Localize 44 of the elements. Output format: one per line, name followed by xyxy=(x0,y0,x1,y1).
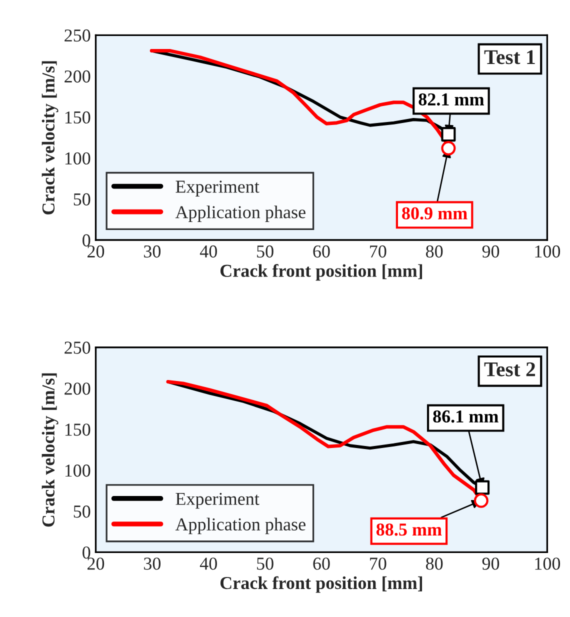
x-tick-label: 60 xyxy=(313,245,330,258)
annotation: Test 2 xyxy=(484,362,536,376)
annotation: 86.1 mm xyxy=(433,410,498,423)
y-tick-label: 100 xyxy=(65,152,90,165)
y-tick-label: 50 xyxy=(74,193,90,206)
x-tick-label: 80 xyxy=(426,558,443,570)
x-tick-label: 60 xyxy=(313,558,330,570)
y-tick-label: 250 xyxy=(64,29,90,42)
x-tick-label: 90 xyxy=(482,245,500,258)
x-tick-label: 20 xyxy=(88,558,104,570)
y-tick-label: 0 xyxy=(82,234,90,246)
x-tick-label: 80 xyxy=(426,245,443,258)
x-tick-label: 50 xyxy=(257,245,274,258)
y-tick-label: 200 xyxy=(64,382,90,395)
x-axis-title: Crack front position [mm] xyxy=(220,264,422,281)
annotation: Test 1 xyxy=(484,50,535,64)
annotation: 82.1 mm xyxy=(418,93,484,106)
y-tick-label: 0 xyxy=(82,546,90,559)
x-tick-label: 100 xyxy=(535,558,560,570)
annotation: 80.9 mm xyxy=(402,207,468,220)
legend-label: Application phase xyxy=(175,518,306,534)
y-axis-title: Crack velocity [m/s] xyxy=(42,61,58,214)
y-tick-label: 250 xyxy=(64,342,90,354)
x-tick-label: 30 xyxy=(144,558,161,570)
y-axis-title: Crack velocity [m/s] xyxy=(42,373,58,527)
x-tick-label: 100 xyxy=(535,245,560,258)
x-tick-label: 70 xyxy=(370,558,386,570)
x-tick-label: 40 xyxy=(200,558,217,570)
legend-label: Application phase xyxy=(175,206,306,222)
annotation: 88.5 mm xyxy=(376,523,442,536)
legend-label: Experiment xyxy=(176,492,260,509)
x-axis-title: Crack front position [mm] xyxy=(220,576,422,593)
y-tick-label: 100 xyxy=(65,464,90,477)
y-tick-label: 50 xyxy=(74,506,90,518)
x-tick-label: 40 xyxy=(200,245,217,258)
x-tick-label: 30 xyxy=(144,245,161,258)
x-tick-label: 90 xyxy=(482,558,500,570)
y-tick-label: 200 xyxy=(64,70,90,83)
legend-label: Experiment xyxy=(176,180,260,196)
y-tick-label: 150 xyxy=(65,424,90,436)
x-tick-label: 50 xyxy=(257,558,274,570)
x-tick-label: 70 xyxy=(370,245,386,258)
x-tick-label: 20 xyxy=(88,245,104,258)
y-tick-label: 150 xyxy=(65,111,90,124)
